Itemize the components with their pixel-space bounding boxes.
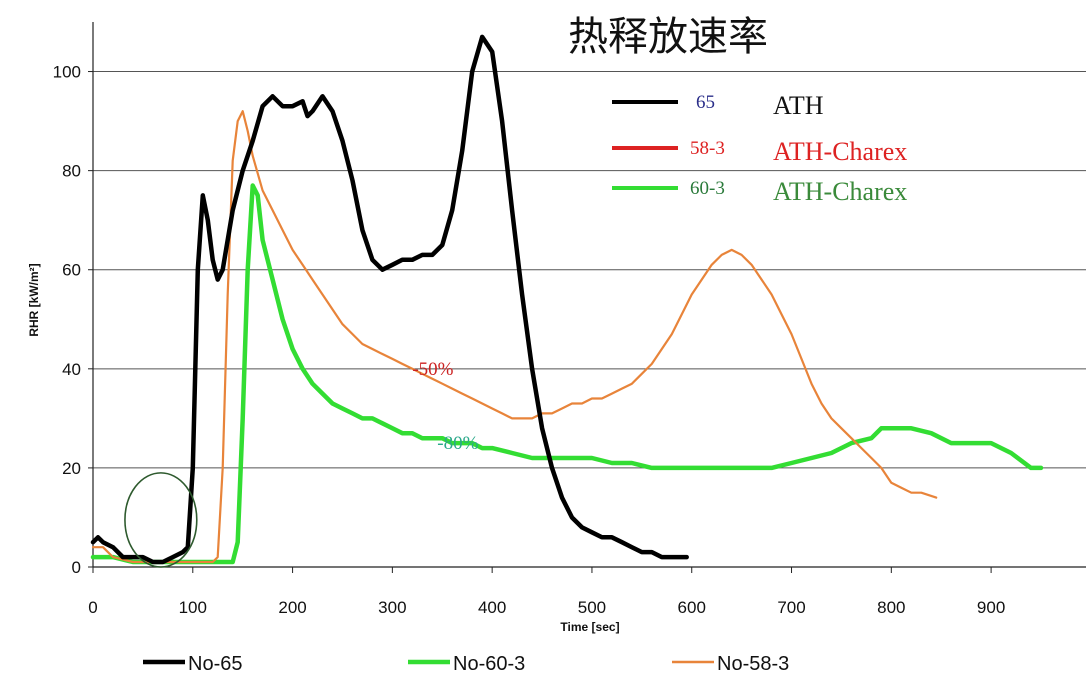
- inset-legend: 65 ATH 58-3 ATH-Charex 60-3 ATH-Charex: [612, 91, 907, 206]
- highlight-ellipse-shape: [124, 472, 198, 568]
- inset-legend-material: ATH-Charex: [773, 177, 907, 206]
- x-tick-label: 200: [278, 598, 306, 617]
- series-lines: [90, 34, 1044, 565]
- inset-legend-code: 65: [696, 92, 715, 113]
- x-tick-label: 0: [88, 598, 97, 617]
- grid-lines: [93, 71, 1086, 469]
- x-axis-title: Time [sec]: [560, 620, 619, 634]
- inset-legend-code: 58-3: [690, 138, 725, 159]
- y-tick-label: 40: [62, 360, 81, 379]
- y-axis-ticks: 0 20 40 60 80 100: [53, 63, 93, 577]
- bottom-legend: No-65 No-60-3 No-58-3: [143, 653, 789, 675]
- y-tick-label: 80: [62, 162, 81, 181]
- y-axis-title: RHR [kW/m²]: [27, 263, 41, 336]
- inset-legend-code: 60-3: [690, 178, 725, 199]
- bottom-legend-label: No-58-3: [717, 653, 789, 675]
- y-tick-label: 100: [53, 63, 81, 82]
- x-tick-label: 800: [877, 598, 905, 617]
- y-tick-label: 0: [72, 558, 81, 577]
- y-tick-label: 20: [62, 459, 81, 478]
- inset-legend-material: ATH: [773, 91, 824, 120]
- x-tick-label: 900: [977, 598, 1005, 617]
- series-line-no-60-3: [90, 183, 1044, 565]
- x-tick-label: 400: [478, 598, 506, 617]
- x-tick-label: 500: [578, 598, 606, 617]
- x-tick-label: 100: [179, 598, 207, 617]
- x-tick-label: 600: [678, 598, 706, 617]
- bottom-legend-label: No-65: [188, 653, 242, 675]
- highlight-ellipse: [124, 472, 198, 568]
- annotation-label: -50%: [412, 359, 453, 380]
- series-line-no-58-3: [91, 110, 938, 564]
- chart-title: 热释放速率: [568, 14, 768, 60]
- y-tick-label: 60: [62, 261, 81, 280]
- annotation-label: -80%: [437, 433, 478, 454]
- series-line-no-65: [90, 34, 689, 565]
- inset-legend-material: ATH-Charex: [773, 137, 907, 166]
- bottom-legend-label: No-60-3: [453, 653, 525, 675]
- annotations: -50% -80%: [412, 359, 478, 454]
- x-axis-ticks: 0 100 200 300 400 500 600 700 800 900: [88, 567, 1005, 617]
- x-tick-label: 300: [378, 598, 406, 617]
- x-tick-label: 700: [777, 598, 805, 617]
